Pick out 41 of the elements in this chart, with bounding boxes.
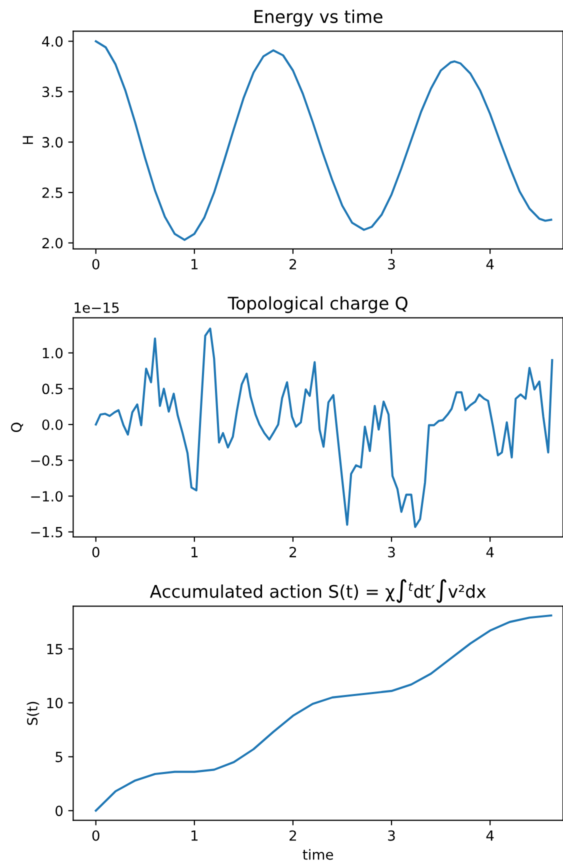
x-tick-label: 2 <box>290 830 296 841</box>
y-tick-label: 3.5 <box>42 86 62 98</box>
x-tick-label: 2 <box>290 546 296 558</box>
y-tick-label: −0.5 <box>31 455 62 466</box>
line-series <box>94 614 552 812</box>
y-tick-label: 4.0 <box>42 36 63 47</box>
chart-title: Energy vs time <box>254 10 382 26</box>
y-tick-label: 1.0 <box>42 348 63 358</box>
x-tick-label: 1 <box>192 259 198 270</box>
line-series <box>94 40 552 241</box>
y-tick-label: 2.0 <box>42 238 63 248</box>
x-tick-label: 4 <box>486 259 494 270</box>
line-series <box>94 328 554 528</box>
y-axis-title: H <box>22 136 33 144</box>
y-tick-label: 15 <box>47 644 62 654</box>
y-tick-label: 10 <box>47 698 63 708</box>
y-tick-label: −1.0 <box>31 491 63 502</box>
chart-title: Accumulated action S(t) = χ∫$^{t}$dt′∫v²dx <box>150 579 486 603</box>
x-tick-label: 3 <box>388 546 395 558</box>
y-tick-label: 2.5 <box>42 187 62 198</box>
x-axis-title: time <box>302 849 334 860</box>
x-tick-label: 4 <box>486 830 494 841</box>
y-tick-label: −1.5 <box>31 527 62 538</box>
chart-title: Topological charge Q <box>228 296 408 314</box>
y-tick-label: 0.0 <box>42 419 63 430</box>
y-tick-label: 0 <box>56 806 63 816</box>
x-tick-label: 3 <box>388 830 395 841</box>
x-tick-label: 0 <box>92 546 100 558</box>
x-tick-label: 0 <box>92 258 100 270</box>
text: 1e−15 <box>74 302 119 313</box>
y-axis-title: S(t) <box>26 702 40 725</box>
y-tick-label: 3.0 <box>42 137 63 148</box>
x-tick-label: 2 <box>290 258 296 270</box>
x-tick-label: 3 <box>388 258 395 270</box>
x-tick-label: 1 <box>192 547 198 558</box>
x-tick-label: 4 <box>486 547 494 558</box>
x-tick-label: 0 <box>92 830 100 841</box>
y-tick-label: 0.5 <box>42 384 62 394</box>
y-tick-label: 5 <box>56 752 62 762</box>
y-axis-title: Q <box>10 422 24 432</box>
x-tick-label: 1 <box>192 830 198 841</box>
